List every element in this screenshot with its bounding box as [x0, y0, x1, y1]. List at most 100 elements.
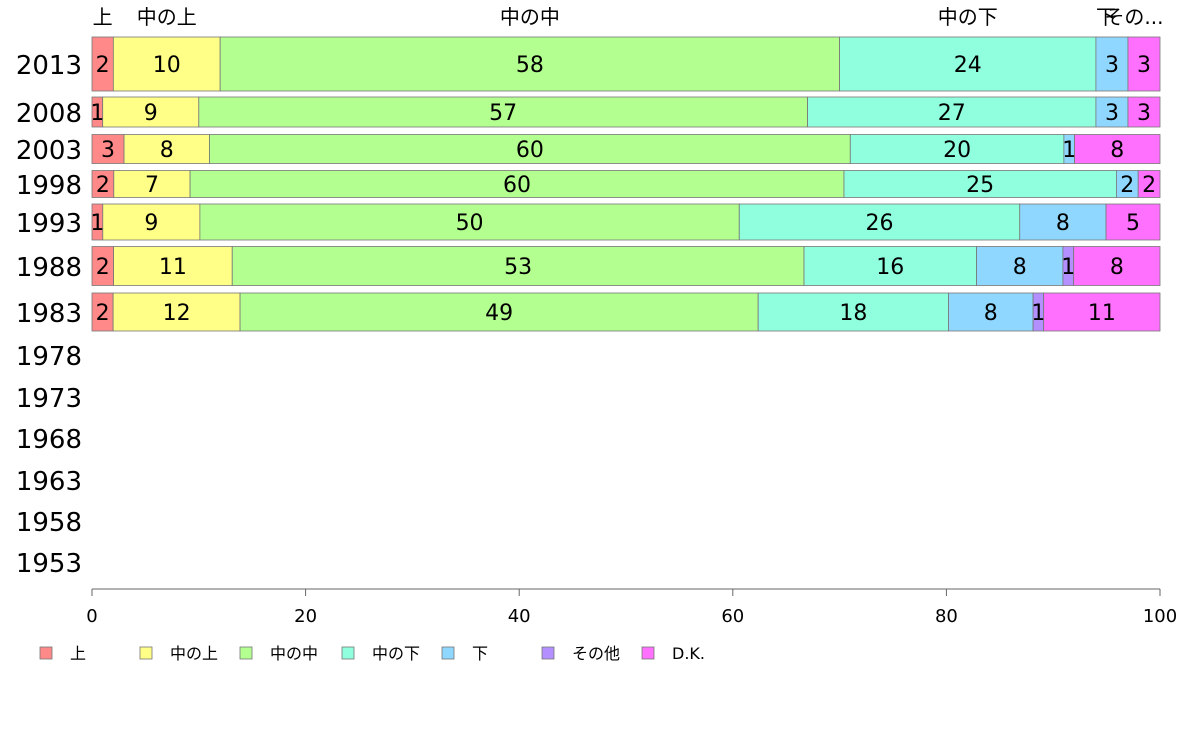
bar-segment-2003-1: [123, 134, 210, 164]
data-label-2013-3: 24: [954, 53, 982, 78]
bar-segment-2008-4: [1095, 96, 1129, 128]
data-label-1998-4: 2: [1120, 173, 1134, 198]
data-label-1998-3: 25: [966, 173, 994, 198]
data-label-1983-2: 49: [485, 301, 513, 326]
data-label-2008-6: 3: [1137, 101, 1151, 126]
bar-segment-2003-0: [91, 134, 125, 164]
top-label-1: 中の上: [137, 5, 197, 29]
data-label-1998-6: 2: [1142, 173, 1156, 198]
top-label-4: 下: [1096, 5, 1116, 29]
data-label-1998-1: 7: [145, 173, 159, 198]
bar-segment-1993-1: [102, 203, 201, 241]
data-label-1993-6: 5: [1126, 211, 1140, 236]
x-tick-label-60: 60: [721, 606, 744, 627]
data-label-2003-2: 60: [516, 138, 544, 163]
legend-swatch-5: [541, 646, 555, 660]
data-label-1988-2: 53: [504, 255, 532, 280]
bar-segment-1983-2: [239, 292, 759, 332]
legend-label-3: 中の下: [372, 644, 420, 663]
data-label-1993-4: 8: [1056, 211, 1070, 236]
year-label-2003: 2003: [16, 136, 82, 166]
data-label-1998-0: 2: [96, 173, 110, 198]
legend-swatch-6: [641, 646, 655, 660]
year-label-1958: 1958: [16, 508, 82, 538]
data-label-1983-5: 1: [1031, 301, 1045, 326]
legend-label-5: その他: [572, 644, 620, 663]
data-label-2013-1: 10: [153, 53, 181, 78]
year-label-2013: 2013: [16, 51, 82, 81]
bar-segment-1983-6: [1043, 292, 1161, 332]
bar-segment-2013-4: [1095, 36, 1129, 92]
legend-swatch-3: [341, 646, 355, 660]
data-label-1998-2: 60: [503, 173, 531, 198]
year-label-1993: 1993: [16, 209, 82, 239]
year-label-1983: 1983: [16, 299, 82, 329]
bar-segment-1988-2: [231, 246, 805, 286]
data-label-2008-1: 9: [144, 101, 158, 126]
top-label-3: 中の下: [938, 5, 998, 29]
data-label-1983-0: 2: [96, 301, 110, 326]
year-label-1968: 1968: [16, 425, 82, 455]
x-tick-label-100: 100: [1143, 606, 1177, 627]
bar-segment-2013-6: [1127, 36, 1161, 92]
data-label-2008-3: 27: [938, 101, 966, 126]
data-label-2013-2: 58: [516, 53, 544, 78]
bar-segment-2003-6: [1074, 134, 1161, 164]
bar-segment-2003-3: [849, 134, 1065, 164]
data-label-2008-2: 57: [489, 101, 517, 126]
x-tick-label-20: 20: [294, 606, 317, 627]
bar-segment-1998-6: [1137, 170, 1161, 198]
data-label-1988-5: 1: [1061, 255, 1075, 280]
bar-segment-1983-3: [757, 292, 949, 332]
x-tick-label-40: 40: [508, 606, 531, 627]
data-label-2003-1: 8: [160, 138, 174, 163]
data-label-1993-2: 50: [456, 211, 484, 236]
bar-segment-1993-2: [199, 203, 740, 241]
legend-label-6: D.K.: [672, 644, 705, 663]
data-label-2003-0: 3: [101, 138, 115, 163]
data-label-1988-3: 16: [876, 255, 904, 280]
bar-segment-1983-4: [948, 292, 1034, 332]
data-label-2008-4: 3: [1105, 101, 1119, 126]
data-label-2013-0: 2: [96, 53, 110, 78]
top-label-2: 中の中: [500, 5, 560, 29]
legend-swatch-2: [239, 646, 253, 660]
bar-segment-1998-2: [189, 170, 845, 198]
bar-segment-2008-3: [807, 96, 1097, 128]
bar-segment-1993-4: [1019, 203, 1107, 241]
data-label-1988-1: 11: [159, 255, 187, 280]
data-label-2003-3: 20: [943, 138, 971, 163]
data-label-1993-0: 1: [90, 211, 104, 236]
year-label-1963: 1963: [16, 467, 82, 497]
x-tick-label-0: 0: [86, 606, 97, 627]
bar-segment-2008-1: [102, 96, 200, 128]
data-label-1983-3: 18: [839, 301, 867, 326]
year-label-1988: 1988: [16, 253, 82, 283]
bar-segment-1988-4: [976, 246, 1064, 286]
data-label-2008-0: 1: [90, 101, 104, 126]
data-label-2013-6: 3: [1137, 53, 1151, 78]
bar-segment-1988-3: [803, 246, 978, 286]
year-label-1973: 1973: [16, 384, 82, 414]
top-label-0: 上: [93, 5, 113, 29]
legend-label-0: 上: [70, 644, 86, 663]
bar-segment-1998-3: [843, 170, 1117, 198]
data-label-1993-3: 26: [866, 211, 894, 236]
bar-segment-2008-2: [198, 96, 808, 128]
year-label-1998: 1998: [16, 171, 82, 201]
data-label-2003-4: 1: [1062, 138, 1076, 163]
data-label-1988-6: 8: [1110, 255, 1124, 280]
data-label-1993-1: 9: [144, 211, 158, 236]
bar-segment-2013-1: [112, 36, 221, 92]
data-label-1988-0: 2: [96, 255, 110, 280]
bar-segment-1993-3: [738, 203, 1021, 241]
year-label-2008: 2008: [16, 99, 82, 129]
legend-label-1: 中の上: [170, 644, 218, 663]
data-label-1988-4: 8: [1013, 255, 1027, 280]
bar-segment-2013-3: [839, 36, 1097, 92]
year-label-1953: 1953: [16, 549, 82, 579]
x-tick-label-80: 80: [935, 606, 958, 627]
legend-swatch-4: [441, 646, 455, 660]
legend-swatch-1: [139, 646, 153, 660]
